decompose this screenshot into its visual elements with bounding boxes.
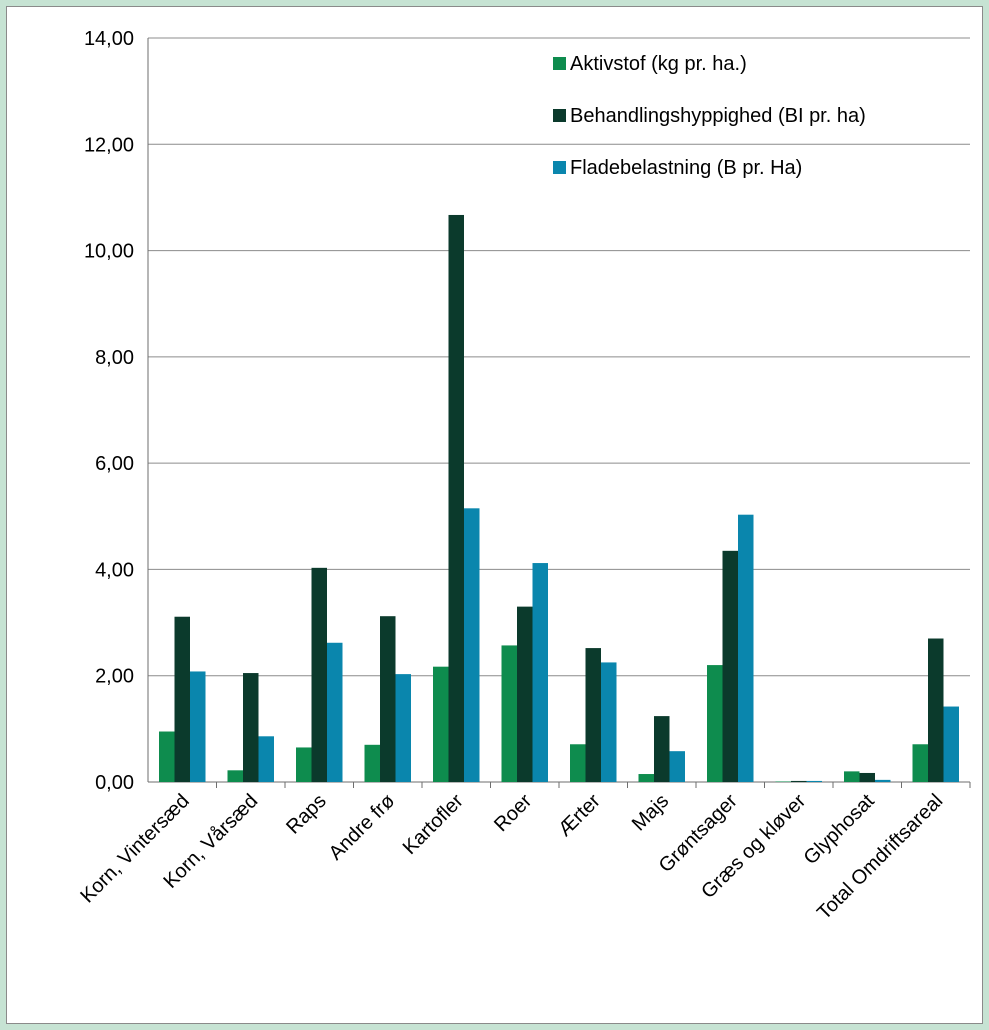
- legend-swatch: [553, 57, 566, 70]
- bar: [912, 744, 928, 782]
- bar: [227, 770, 243, 782]
- bar: [364, 744, 380, 782]
- bar: [433, 666, 449, 782]
- legend-swatch: [553, 109, 566, 122]
- y-tick-label: 2,00: [95, 666, 134, 688]
- y-tick-label: 0,00: [95, 772, 134, 794]
- bar: [707, 665, 723, 782]
- bar: [738, 514, 754, 782]
- bar: [190, 671, 206, 782]
- x-tick-label: Majs: [628, 790, 673, 835]
- bar: [159, 731, 175, 782]
- x-tick-label: Andre frø: [325, 790, 400, 865]
- bar: [654, 716, 670, 782]
- bar: [464, 508, 480, 782]
- bar: [258, 736, 274, 782]
- bar: [928, 638, 944, 782]
- bar: [243, 673, 259, 782]
- bar-chart: 0,002,004,006,008,0010,0012,0014,00Korn,…: [76, 28, 971, 924]
- x-tick-label: Ærter: [554, 790, 605, 841]
- x-tick-label: Total Omdriftsareal: [813, 790, 947, 924]
- y-tick-label: 6,00: [95, 453, 134, 475]
- legend-swatch: [553, 161, 566, 174]
- bar: [806, 780, 822, 782]
- legend-label: Fladebelastning (B pr. Ha): [570, 157, 802, 179]
- y-tick-label: 10,00: [84, 241, 134, 263]
- bar: [395, 674, 411, 782]
- bar: [669, 751, 685, 782]
- bar: [517, 606, 533, 782]
- bar: [570, 744, 586, 782]
- x-tick-label: Roer: [490, 790, 536, 836]
- legend-label: Aktivstof (kg pr. ha.): [570, 53, 747, 75]
- bar: [380, 616, 396, 782]
- y-tick-label: 12,00: [84, 134, 134, 156]
- y-tick-label: 14,00: [84, 28, 134, 50]
- bar: [296, 747, 312, 782]
- bar: [601, 662, 617, 782]
- legend-label: Behandlingshyppighed (BI pr. ha): [570, 105, 866, 127]
- bar: [722, 550, 738, 782]
- bar: [448, 214, 464, 783]
- bar: [859, 772, 875, 782]
- bar: [327, 642, 343, 782]
- bar: [174, 616, 190, 782]
- x-tick-label: Raps: [282, 790, 331, 839]
- bar: [844, 771, 860, 782]
- y-tick-label: 8,00: [95, 347, 134, 369]
- y-tick-label: 4,00: [95, 559, 134, 581]
- bar: [943, 706, 959, 782]
- x-tick-label: Kartofler: [399, 790, 468, 859]
- bar: [585, 648, 601, 782]
- bar: [638, 774, 654, 782]
- bar: [311, 567, 327, 782]
- bar: [775, 781, 791, 782]
- bar: [501, 645, 517, 782]
- bar: [791, 780, 807, 782]
- bar: [875, 779, 891, 782]
- bar: [532, 563, 548, 782]
- chart-frame: 0,00 2,00 4,00 6,00 8,00 10,00 12,00 14,00 Korn,…: [6, 6, 983, 1024]
